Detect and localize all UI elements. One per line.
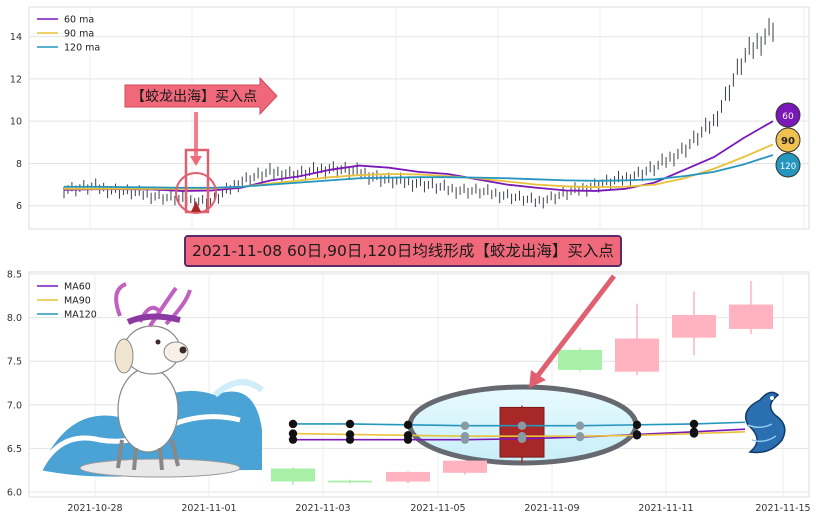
callout-label: 【蛟龙出海】买入点 [131, 89, 257, 105]
detail-x-axis: 2021-10-28 2021-11-01 2021-11-03 2021-11-05… [67, 503, 810, 514]
detail-xtick-label: 2021-11-09 [524, 503, 579, 514]
legend-ma120: MA120 [64, 310, 97, 321]
ma-point-marker [345, 419, 355, 429]
svg-text:90: 90 [781, 136, 795, 147]
overview-panel [28, 6, 810, 230]
ma-point-marker [517, 431, 527, 441]
legend-90ma: 90 ma [64, 29, 94, 40]
legend-120ma: 120 ma [64, 43, 100, 54]
overview-ytick-label: 10 [10, 117, 22, 128]
ma-point-marker [632, 420, 642, 430]
legend-ma60: MA60 [64, 282, 91, 293]
candle-body [328, 480, 372, 483]
legend-ma90: MA90 [64, 296, 91, 307]
candle-body [558, 349, 602, 370]
ma-point-marker [288, 435, 298, 444]
detail-ytick-label: 7.5 [7, 357, 22, 368]
detail-xtick-label: 2021-11-03 [295, 503, 350, 514]
ma-point-marker [689, 419, 699, 429]
badge-60 [775, 102, 801, 128]
detail-y-axis: 6.0 6.5 7.0 7.5 8.0 8.5 [7, 270, 22, 499]
ma-point-marker [460, 421, 470, 430]
detail-ytick-label: 7.0 [7, 400, 22, 411]
ma-point-marker [575, 421, 585, 430]
candle-body [729, 304, 773, 329]
ma-point-marker [403, 420, 413, 430]
legend-60ma: 60 ma [64, 15, 94, 26]
ma-point-marker [345, 430, 355, 439]
signal-pointer-arrow [529, 274, 616, 388]
overview-ytick-label: 12 [10, 74, 22, 85]
candle-body [271, 468, 315, 482]
buy-point-circle [175, 172, 217, 214]
svg-text:120: 120 [780, 162, 796, 172]
detail-legend: MA60 MA90 MA120 [37, 282, 97, 321]
overview-ytick-label: 6 [16, 201, 22, 212]
ma-point-marker [460, 431, 470, 441]
ma-point-marker [288, 429, 298, 438]
overview-y-axis: 6 8 10 12 14 [10, 32, 22, 212]
detail-ytick-label: 6.0 [7, 488, 22, 499]
detail-ytick-label: 6.5 [7, 444, 22, 455]
detail-xtick-label: 2021-11-11 [638, 503, 693, 514]
overview-legend: 60 ma 90 ma 120 ma [37, 15, 100, 54]
surfer-dog-illustration [37, 282, 264, 478]
detail-ytick-label: 8.5 [7, 270, 22, 281]
dragon-icon [745, 391, 786, 454]
overview-series-line [64, 154, 774, 189]
detail-xtick-label: 2021-11-01 [181, 503, 236, 514]
candle-body [672, 314, 716, 338]
badge-90 [775, 127, 801, 153]
candle-body [443, 460, 487, 473]
buy-point-marker [191, 201, 201, 212]
detail-xtick-label: 2021-11-15 [755, 503, 810, 514]
ma-point-marker [288, 419, 298, 429]
overview-series-line [63, 120, 774, 192]
svg-text:60: 60 [782, 112, 794, 122]
detail-xtick-label: 2021-10-28 [67, 503, 122, 514]
ma-point-marker [575, 431, 585, 441]
candle-body [615, 338, 659, 372]
overview-series-line [64, 143, 774, 190]
overview-ytick-label: 8 [16, 159, 22, 170]
overview-grid [29, 7, 809, 229]
ma-badges: 60 90 120 [775, 102, 801, 178]
badge-120 [775, 152, 801, 178]
detail-xtick-label: 2021-11-05 [410, 503, 465, 514]
buy-point-callout: 【蛟龙出海】买入点 [124, 76, 278, 214]
signal-banner: 2021-11-08 60日,90日,120日均线形成【蛟龙出海】买入点 [184, 235, 622, 267]
overview-ma-lines [63, 120, 774, 192]
overview-ytick-label: 14 [10, 32, 22, 43]
ma-point-marker [517, 421, 527, 430]
overview-price-bars [63, 18, 774, 210]
detail-ma-lines [288, 419, 746, 444]
ma-point-marker [632, 431, 642, 440]
detail-ytick-label: 8.0 [7, 313, 22, 324]
ma-point-marker [403, 431, 413, 440]
candle-body [386, 471, 430, 482]
ma-point-marker [689, 429, 699, 438]
